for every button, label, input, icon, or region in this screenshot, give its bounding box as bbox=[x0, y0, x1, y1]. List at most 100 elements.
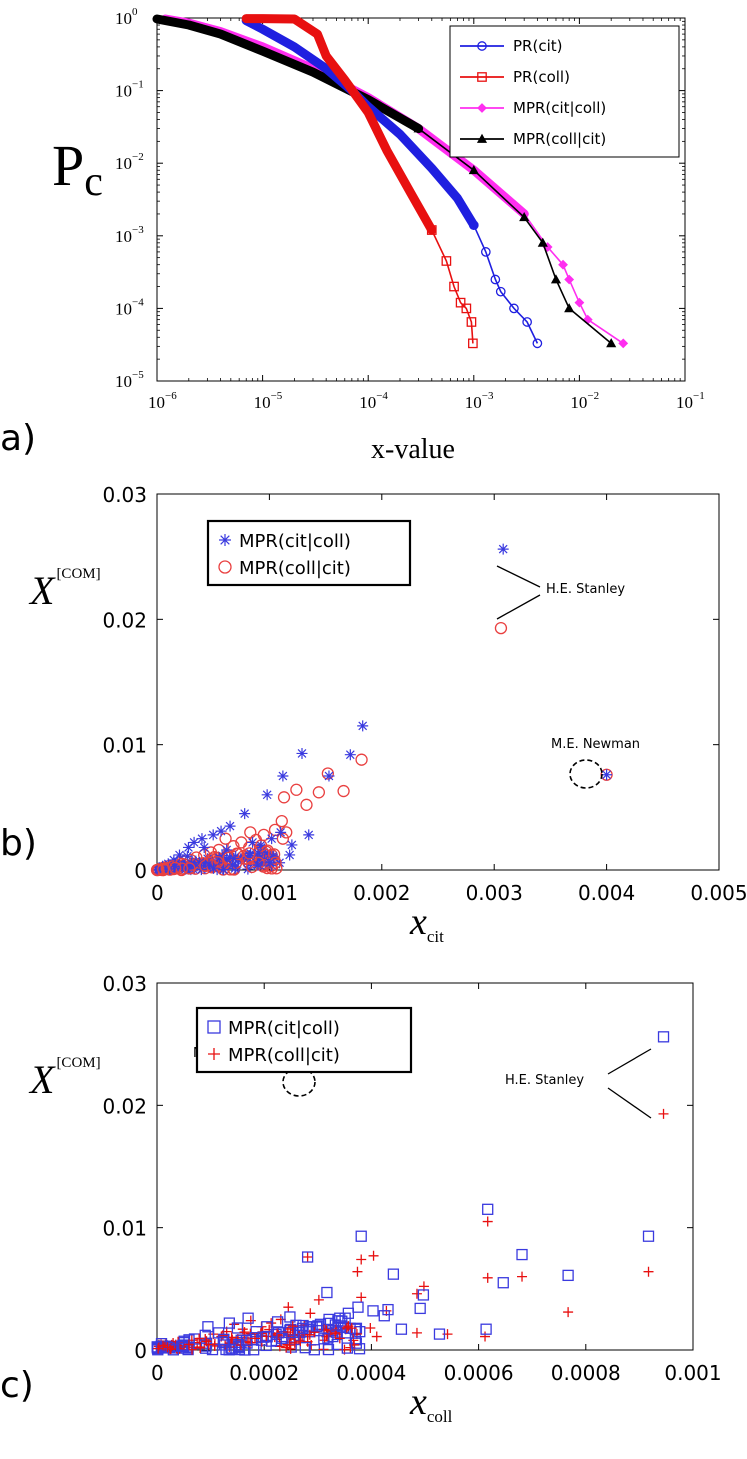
panel-c-dense-point bbox=[295, 1336, 306, 1347]
panel-c-series-0-point bbox=[382, 1303, 394, 1316]
panel-b-series-1-point bbox=[235, 836, 248, 849]
panel-a-y-axis-label-sub: c bbox=[84, 159, 103, 205]
panel-b-dense-point bbox=[264, 857, 276, 869]
panel-c-series-0-point bbox=[284, 1311, 296, 1323]
panel-c-dense-point bbox=[284, 1324, 296, 1336]
panel-b-dense-point bbox=[270, 862, 283, 875]
panel-a-series-0-point bbox=[522, 317, 532, 327]
panel-b-x-tick-label: 0.005 bbox=[690, 881, 747, 905]
panel-b-chart: 0 0.001 0.002 0.003 0.004 0.005 0 0.01 0.02 0.03 x… bbox=[28, 483, 747, 946]
panel-c-series-0-point bbox=[387, 1268, 400, 1280]
panel-c-dense-point bbox=[289, 1337, 300, 1348]
panel-a-series-0-point bbox=[509, 303, 519, 314]
panel-b-annotation-stanley: H.E. Stanley bbox=[546, 582, 625, 597]
panel-c-series-0-point bbox=[657, 1031, 670, 1043]
panel-c-dense-point bbox=[296, 1322, 309, 1334]
panel-b-series-1-point bbox=[312, 786, 326, 799]
panel-b-legend-label: MPR(cit|coll) bbox=[239, 531, 351, 552]
panel-c-x-axis-label-main: x bbox=[409, 1381, 427, 1423]
panel-a-legend-label: MPR(coll|cit) bbox=[513, 130, 606, 148]
panel-b-dense-point bbox=[218, 864, 230, 876]
panel-b-dense-point bbox=[194, 857, 206, 869]
panel-b-legend: MPR(cit|coll) MPR(coll|cit) bbox=[206, 519, 412, 587]
panel-a-series-2-point bbox=[618, 338, 629, 349]
panel-a-x-tick-exp: −5 bbox=[271, 390, 283, 402]
panel-a-y-tick-exp: −1 bbox=[132, 79, 144, 91]
panel-b-x-tick-label: 0.002 bbox=[353, 881, 410, 905]
panel-a-series-0-point bbox=[490, 274, 501, 285]
panel-b-series-0-point bbox=[215, 825, 227, 837]
panel-b-x-tick-label: 0.004 bbox=[578, 881, 635, 905]
panel-c-dense-point bbox=[323, 1317, 335, 1330]
panel-c-series-0-point bbox=[378, 1310, 390, 1322]
panel-a-y-tick-label: 10−4 bbox=[115, 296, 144, 318]
panel-c-series-1-point bbox=[275, 1314, 286, 1325]
panel-b-dense-point bbox=[262, 848, 274, 860]
panel-c-dense-point bbox=[309, 1327, 320, 1338]
panel-a-x-tick-exp: −6 bbox=[165, 390, 177, 402]
panel-b-series-1-point bbox=[244, 826, 257, 839]
panel-c-series-0-point bbox=[482, 1203, 494, 1215]
panel-a-series-1-line bbox=[246, 17, 474, 344]
panel-c-series-1-point bbox=[482, 1216, 493, 1227]
panel-b-dense-point bbox=[243, 847, 256, 860]
panel-b-dense-point bbox=[157, 863, 170, 876]
panel-b-dense-point bbox=[242, 863, 254, 875]
panel-b-legend-box bbox=[206, 519, 412, 587]
panel-c-dense-point bbox=[343, 1321, 354, 1332]
panel-c-dense-point bbox=[336, 1315, 348, 1327]
panel-c-series-1-point bbox=[368, 1250, 379, 1261]
panel-b-y-tick-label: 0.03 bbox=[102, 483, 147, 507]
panel-b-dense-point bbox=[183, 862, 196, 875]
panel-c-series-0-point bbox=[395, 1323, 408, 1335]
panel-a-series-2-point bbox=[558, 259, 568, 270]
panel-c-dense-point bbox=[201, 1336, 212, 1347]
panel-b-series-0-point bbox=[277, 770, 289, 782]
panel-c-dense-point bbox=[240, 1334, 253, 1346]
panel-c-series-0-point bbox=[433, 1328, 446, 1340]
panel-c-dense-point bbox=[329, 1319, 342, 1331]
panel-b-series-0-point bbox=[221, 844, 233, 856]
panel-a-y-tick-base: 10 bbox=[115, 372, 132, 391]
panel-a-legend: PR(cit) PR(coll) MPR(cit|coll) MPR(coll|cit… bbox=[449, 25, 680, 158]
panel-c-series-0-point bbox=[352, 1301, 364, 1313]
panel-b-dense-point bbox=[185, 861, 197, 873]
panel-c-x-tick-label: 0.001 bbox=[664, 1361, 721, 1385]
panel-c-series-0-point bbox=[301, 1251, 314, 1263]
panel-a-series-1-point bbox=[441, 256, 452, 266]
panel-a-series-1-point bbox=[426, 225, 437, 235]
panel-b-series-0-point bbox=[207, 829, 219, 841]
panel-a-y-tick-base: 10 bbox=[115, 9, 132, 28]
panel-b-series-0-point bbox=[224, 820, 236, 832]
panel-a-series-1-point bbox=[466, 317, 477, 327]
panel-c-x-tick-label: 0.0008 bbox=[551, 1361, 621, 1385]
panel-c-annotation-stanley-leader bbox=[607, 1087, 652, 1119]
panel-a-chart: 10−6 10−5 10−4 10−3 10−2 10−110010−110−210−31… bbox=[52, 6, 705, 465]
panel-b-y-tick-label: 0.02 bbox=[102, 608, 147, 632]
panel-a-series-2-point bbox=[564, 274, 575, 285]
panel-a-x-tick-base: 10 bbox=[254, 393, 271, 412]
panel-c-dense-point bbox=[350, 1337, 362, 1349]
panel-a-series-group bbox=[152, 14, 629, 349]
panel-c-series-1-point bbox=[411, 1327, 422, 1338]
panel-a-legend-box bbox=[449, 25, 680, 158]
panel-c-y-axis-label-main: X bbox=[28, 1057, 56, 1102]
panel-b-series-1-point bbox=[276, 832, 290, 845]
panel-c-y-tick-label: 0.03 bbox=[102, 972, 147, 996]
panel-b-dense-point bbox=[254, 839, 268, 852]
panel-c-dense-point bbox=[299, 1342, 311, 1354]
panel-a-y-tick-label: 100 bbox=[115, 6, 138, 28]
panel-b-series-0-point bbox=[181, 850, 193, 862]
panel-label-b: b) bbox=[0, 823, 37, 864]
panel-b-series-0-point bbox=[258, 846, 270, 858]
panel-b-y-tick-label: 0 bbox=[134, 859, 147, 883]
panel-c-dense-point bbox=[220, 1343, 232, 1356]
panel-c-y-axis-label: X [COM] bbox=[28, 1055, 101, 1102]
panel-b-series-1-point bbox=[275, 814, 288, 828]
panel-a-y-tick-label: 10−2 bbox=[115, 151, 144, 173]
panel-c-series-0-point bbox=[199, 1329, 211, 1341]
panel-c-series-0-point bbox=[480, 1323, 492, 1335]
panel-c-legend-label: MPR(cit|coll) bbox=[228, 1018, 340, 1039]
panel-b-series-0-point bbox=[303, 829, 315, 841]
